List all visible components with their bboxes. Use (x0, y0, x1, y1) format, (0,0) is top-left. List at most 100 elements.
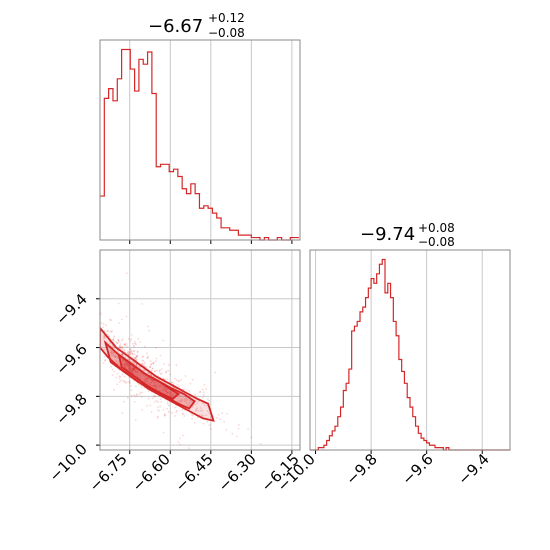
scatter-point (127, 365, 130, 368)
scatter-point (163, 386, 166, 389)
scatter-point (125, 361, 128, 364)
scatter-point (188, 402, 191, 405)
scatter-point (147, 371, 149, 374)
scatter-point (179, 400, 182, 403)
scatter-point (167, 391, 170, 394)
scatter-point (180, 379, 183, 381)
scatter-point (185, 388, 188, 391)
scatter-point (123, 363, 126, 366)
scatter-point (186, 398, 189, 401)
scatter-point (181, 413, 184, 416)
scatter-point (113, 335, 116, 338)
scatter-point (181, 408, 184, 411)
scatter-point (179, 443, 181, 446)
scatter-point (109, 351, 112, 354)
scatter-point (117, 302, 120, 305)
scatter-point (197, 400, 200, 403)
scatter-point (123, 375, 126, 378)
scatter-point (145, 377, 148, 380)
scatter-point (116, 383, 119, 386)
scatter-point (219, 418, 221, 421)
scatter-point (121, 354, 124, 357)
scatter-point (179, 400, 182, 403)
scatter-point (147, 397, 150, 400)
scatter-point (133, 353, 136, 356)
scatter-point (163, 413, 166, 416)
scatter-point (160, 396, 163, 399)
scatter-point (132, 369, 135, 371)
scatter-point (166, 407, 168, 410)
scatter-point (113, 370, 116, 373)
scatter-point (202, 414, 205, 417)
scatter-point (167, 364, 170, 366)
scatter-point (111, 368, 114, 371)
scatter-point (133, 367, 136, 370)
scatter-point (179, 437, 182, 440)
scatter-point (126, 362, 128, 365)
scatter-point (174, 414, 176, 417)
scatter-point (147, 325, 150, 328)
scatter-point (225, 466, 227, 468)
scatter-point (159, 369, 161, 372)
scatter-point (108, 335, 111, 338)
scatter-point (173, 382, 175, 385)
scatter-point (128, 363, 131, 366)
scatter-point (154, 360, 157, 363)
scatter-point (152, 379, 155, 382)
scatter-point (201, 409, 204, 412)
scatter-point (191, 417, 193, 420)
scatter-point (112, 353, 114, 356)
title-param-1: −6.67 +0.12 −0.08 (148, 11, 245, 40)
scatter-point (124, 362, 127, 364)
scatter-point (205, 414, 208, 417)
scatter-point (165, 390, 168, 393)
xtick-label-minus6-30: −6.30 (215, 450, 260, 495)
scatter-point (128, 365, 131, 368)
scatter-point (164, 386, 167, 389)
scatter-point (189, 401, 192, 403)
scatter-point (172, 393, 174, 396)
scatter-point (151, 367, 154, 370)
xtick-label-minus9-8: −9.8 (342, 450, 380, 488)
scatter-point (135, 358, 138, 361)
scatter-point (149, 404, 152, 407)
scatter-point (118, 346, 121, 349)
scatter-point (150, 378, 153, 381)
scatter-point (154, 385, 157, 388)
scatter-point (175, 411, 178, 414)
scatter-point (122, 380, 124, 382)
scatter-point (135, 363, 138, 366)
scatter-point (109, 318, 112, 321)
scatter-point (194, 393, 196, 396)
scatter-point (134, 370, 137, 373)
scatter-point (180, 399, 183, 402)
scatter-point (123, 350, 126, 353)
scatter-point (208, 399, 210, 402)
scatter-point (158, 370, 161, 373)
ytick-label-minus10: −10.0 (46, 440, 91, 485)
scatter-point (132, 367, 135, 370)
scatter-point (100, 322, 103, 324)
xtick-label-minus6-60: −6.60 (129, 450, 174, 495)
scatter-point (131, 366, 134, 368)
scatter-point (127, 353, 130, 356)
scatter-point (250, 436, 253, 439)
scatter-point (124, 344, 127, 347)
panel-param-1-histogram (99, 39, 301, 244)
scatter-point (155, 357, 158, 360)
scatter-point (145, 379, 148, 382)
scatter-point (131, 367, 134, 370)
scatter-point (135, 363, 138, 366)
scatter-point (133, 368, 136, 371)
scatter-point (154, 384, 157, 387)
scatter-point (142, 373, 145, 376)
panel-joint-scatter (96, 249, 301, 468)
scatter-point (129, 367, 132, 370)
scatter-point (167, 410, 170, 413)
scatter-point (231, 432, 234, 435)
scatter-point (132, 367, 134, 370)
scatter-point (150, 378, 153, 381)
scatter-point (169, 373, 171, 376)
scatter-point (133, 350, 136, 353)
scatter-point (147, 382, 150, 385)
